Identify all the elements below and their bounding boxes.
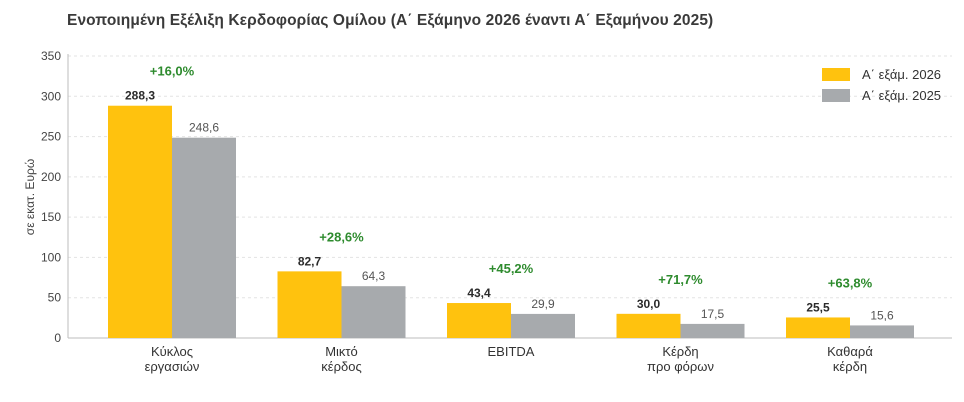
bar-2025 [850, 325, 914, 338]
category-label: EBITDA [488, 344, 535, 359]
legend-swatch-2025 [822, 89, 850, 102]
chart-title: Ενοποιημένη Εξέλιξη Κερδοφορίας Ομίλου (… [67, 12, 714, 29]
category-label: Κύκλος εργασιών [145, 344, 200, 374]
data-labels: 288,3 248,6 +16,0% 82,7 64,3 +28,6% 43,4 29,9 +4… [125, 64, 894, 323]
value-label-2025: 248,6 [189, 121, 219, 135]
value-label-2026: 43,4 [467, 286, 491, 300]
legend-swatch-2026 [822, 68, 850, 81]
change-label: +28,6% [319, 229, 364, 244]
change-label: +71,7% [658, 272, 703, 287]
legend: Α΄ εξάμ. 2026 Α΄ εξάμ. 2025 [822, 67, 941, 103]
bar-2026 [108, 105, 172, 338]
y-tick-label: 150 [41, 210, 61, 224]
category-labels: Κύκλος εργασιών Μικτό κέρδος EBITDA Κέρδη προ … [145, 344, 874, 374]
value-label-2026: 25,5 [806, 300, 830, 314]
y-tick-label: 200 [41, 170, 61, 184]
value-label-2026: 288,3 [125, 89, 155, 103]
value-label-2025: 64,3 [362, 269, 386, 283]
y-tick-label: 0 [54, 331, 61, 345]
category-label: Μικτό κέρδος [321, 344, 361, 374]
bar-2025 [172, 137, 236, 338]
legend-label-2025: Α΄ εξάμ. 2025 [862, 88, 941, 103]
bar-2025 [341, 286, 406, 338]
change-label: +45,2% [489, 261, 534, 276]
y-tick-label: 350 [41, 49, 61, 63]
value-label-2025: 29,9 [531, 297, 555, 311]
bar-2025 [680, 323, 745, 338]
y-tick-label: 250 [41, 130, 61, 144]
bar-2026 [447, 303, 511, 338]
y-tick-label: 100 [41, 250, 61, 264]
bar-2026 [786, 317, 850, 338]
category-label: Κέρδη προ φόρων [647, 344, 714, 374]
category-label: Καθαρά κέρδη [827, 344, 873, 374]
value-label-2026: 82,7 [298, 254, 322, 268]
y-axis-label: σε εκατ. Ευρώ [23, 159, 37, 235]
change-label: +16,0% [150, 64, 195, 79]
y-tick-label: 300 [41, 89, 61, 103]
bars [108, 105, 914, 338]
value-label-2025: 17,5 [701, 307, 725, 321]
value-label-2026: 30,0 [637, 297, 661, 311]
bar-2026 [616, 313, 681, 338]
y-tick-label: 50 [48, 291, 62, 305]
legend-label-2026: Α΄ εξάμ. 2026 [862, 67, 941, 82]
bar-2026 [277, 271, 342, 338]
bar-2025 [511, 313, 575, 338]
change-label: +63,8% [828, 275, 873, 290]
value-label-2025: 15,6 [870, 308, 894, 322]
